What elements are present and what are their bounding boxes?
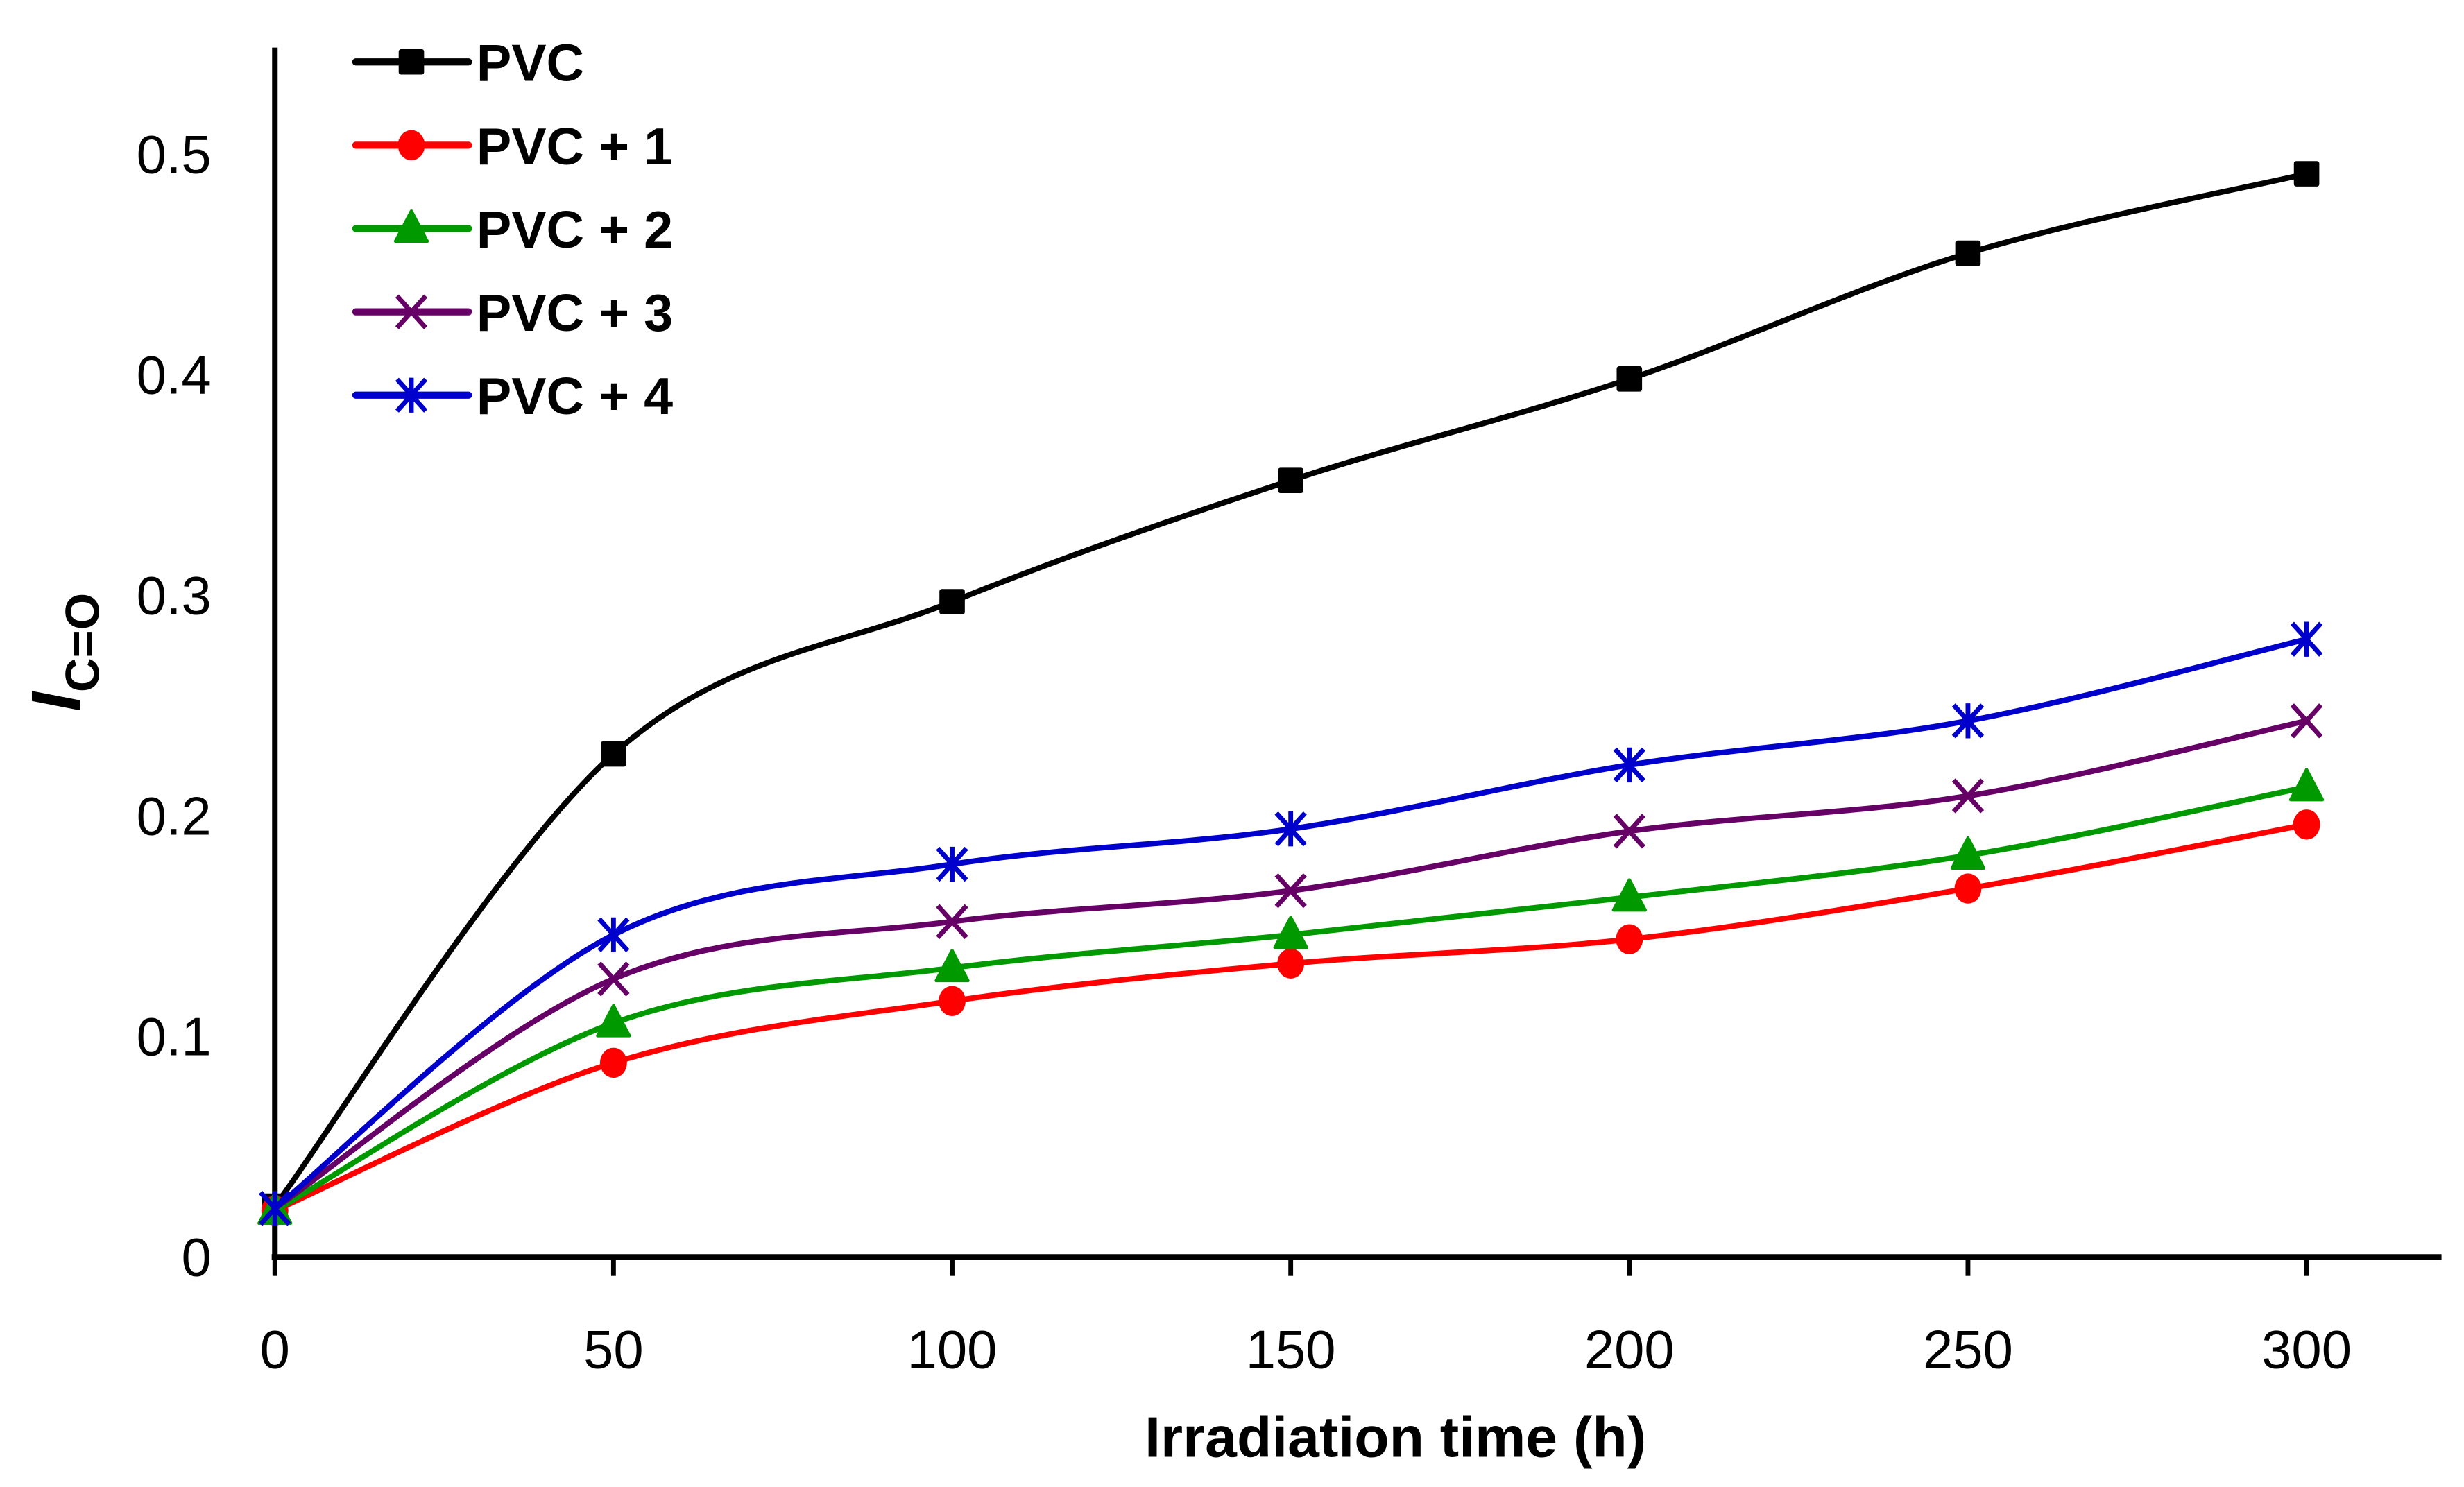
series-group	[257, 161, 2325, 1226]
x-tick-label: 150	[1246, 1320, 1336, 1379]
x-tick-label: 300	[2261, 1320, 2352, 1379]
x-tick-label: 200	[1584, 1320, 1675, 1379]
data-point-marker	[601, 741, 626, 767]
y-tick-label: 0.4	[137, 345, 212, 405]
legend-label: PVC	[477, 34, 584, 92]
data-point-marker	[2290, 621, 2323, 657]
data-point-marker	[1613, 747, 1645, 783]
data-point-marker	[259, 1191, 291, 1226]
data-point-marker	[1273, 916, 1308, 949]
legend-marker-icon	[397, 130, 425, 161]
series-4	[259, 621, 2323, 1226]
data-point-marker	[939, 589, 965, 614]
data-point-marker	[1616, 924, 1643, 954]
data-point-marker	[1954, 873, 1982, 904]
data-point-marker	[1951, 703, 1985, 739]
y-ticks: 0 0.1 0.2 0.3 0.4 0.5	[137, 125, 212, 1287]
data-point-marker	[2293, 809, 2320, 840]
data-point-marker	[2290, 703, 2323, 739]
legend-marker-icon	[393, 209, 429, 243]
data-point-marker	[1278, 467, 1303, 493]
data-point-marker	[599, 1047, 627, 1078]
y-axis-title: IC=O	[17, 593, 109, 712]
data-point-marker	[1274, 873, 1307, 909]
legend-marker-icon	[398, 49, 425, 75]
data-point-marker	[2288, 768, 2325, 802]
legend: PVC PVC + 1 PVC + 2 PVC + 3 PVC + 4	[352, 34, 673, 425]
y-tick-label: 0	[181, 1228, 211, 1288]
data-point-marker	[597, 917, 630, 953]
legend-label: PVC + 4	[477, 367, 673, 425]
x-ticks: 0 50 100 150 200 250 300	[260, 1257, 2352, 1379]
data-point-marker	[1955, 240, 1981, 266]
legend-item: PVC + 2	[352, 200, 673, 259]
legend-label: PVC + 1	[477, 117, 673, 175]
data-point-marker	[1611, 878, 1647, 912]
legend-item: PVC + 1	[352, 117, 673, 175]
x-tick-label: 100	[907, 1320, 998, 1379]
legend-item: PVC + 3	[352, 284, 673, 342]
series-line	[273, 821, 2307, 1214]
legend-item: PVC + 4	[352, 367, 673, 425]
data-point-marker	[1613, 814, 1645, 849]
axes	[271, 47, 2442, 1260]
data-point-marker	[936, 904, 968, 939]
data-point-marker	[1277, 948, 1305, 979]
series-line	[273, 784, 2307, 1213]
data-point-marker	[597, 961, 630, 997]
y-tick-label: 0.5	[137, 125, 212, 184]
data-point-marker	[596, 1004, 631, 1038]
legend-item: PVC	[352, 34, 584, 92]
y-tick-label: 0.1	[137, 1008, 212, 1067]
y-axis-title-main: I	[17, 691, 95, 712]
x-tick-label: 250	[1923, 1320, 2013, 1379]
svg-text:IC=O: IC=O	[17, 593, 109, 712]
legend-label: PVC + 3	[477, 284, 673, 342]
data-point-marker	[1616, 366, 1643, 392]
data-point-marker	[1274, 811, 1307, 847]
legend-marker-icon	[395, 377, 428, 413]
legend-label: PVC + 2	[477, 200, 673, 259]
x-tick-label: 50	[583, 1320, 644, 1379]
x-axis-title: Irradiation time (h)	[1145, 1406, 1646, 1470]
y-axis-title-sub: C=O	[55, 593, 109, 692]
series-2	[257, 768, 2325, 1226]
data-point-marker	[936, 846, 968, 882]
legend-marker-icon	[395, 294, 428, 329]
data-point-marker	[934, 949, 970, 983]
x-tick-label: 0	[260, 1320, 290, 1379]
series-1	[261, 809, 2320, 1226]
y-tick-label: 0.3	[137, 567, 212, 626]
data-point-marker	[939, 986, 966, 1017]
data-point-marker	[2293, 161, 2320, 187]
y-tick-label: 0.2	[137, 787, 212, 847]
data-point-marker	[1950, 836, 1986, 870]
data-point-marker	[1951, 778, 1985, 814]
